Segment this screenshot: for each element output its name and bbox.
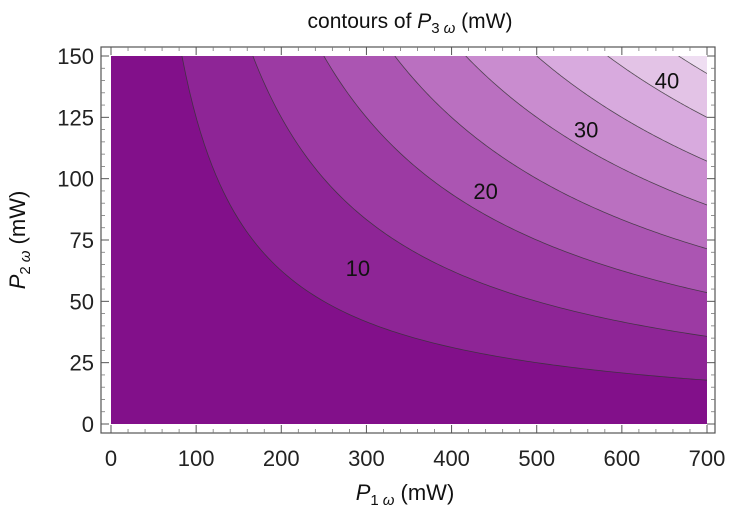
x-tick-label: 700 (689, 446, 726, 471)
x-axis-label: P1 ω (mW) (356, 480, 455, 509)
y-tick-label: 125 (57, 105, 94, 130)
x-tick-label: 0 (105, 446, 117, 471)
contour-label-40: 40 (655, 69, 679, 94)
contour-region-7 (607, 56, 707, 118)
contour-label-10: 10 (346, 256, 370, 281)
contour-lines (181, 56, 707, 381)
contour-label-20: 20 (473, 179, 497, 204)
x-tick-label: 200 (263, 446, 300, 471)
x-tick-label: 100 (178, 446, 215, 471)
y-tick-label: 100 (57, 167, 94, 192)
contour-line-20 (394, 56, 707, 250)
x-tick-label: 300 (348, 446, 385, 471)
contour-line-40 (678, 56, 707, 74)
chart-title: contours of P3 ω (mW) (308, 10, 513, 37)
contour-labels: 10 20 30 40 (346, 69, 680, 282)
contour-line-15 (323, 56, 707, 293)
contour-line-10 (252, 56, 707, 337)
x-tick-label: 500 (518, 446, 555, 471)
contour-line-5 (181, 56, 707, 381)
x-tick-label: 400 (433, 446, 470, 471)
contour-fills (111, 56, 707, 424)
x-tick-label: 600 (603, 446, 640, 471)
y-axis-label: P2ω (mW) (5, 191, 34, 290)
axis-ticks (101, 47, 715, 433)
y-tick-label: 150 (57, 44, 94, 69)
y-tick-label: 0 (82, 412, 94, 437)
contour-line-30 (536, 56, 707, 162)
contour-line-35 (607, 56, 707, 118)
y-tick-label: 25 (70, 351, 94, 376)
tick-labels: 0 100 200 300 400 500 600 700 0 25 50 75 100 125 150 (57, 44, 725, 471)
contour-line-25 (465, 56, 707, 206)
contour-label-30: 30 (574, 118, 598, 143)
y-tick-label: 75 (70, 228, 94, 253)
y-tick-label: 50 (70, 289, 94, 314)
